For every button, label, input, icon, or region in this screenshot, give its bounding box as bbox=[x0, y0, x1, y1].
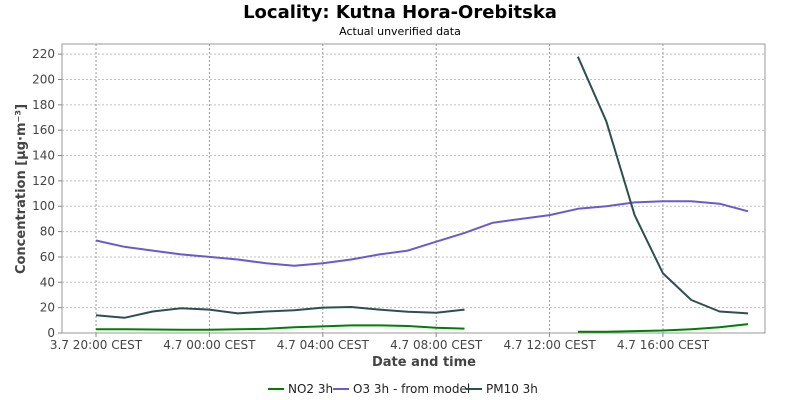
x-tick-label: 4.7 00:00 CEST bbox=[163, 338, 256, 352]
series-line-pm10 bbox=[576, 56, 749, 315]
x-axis-title: Date and time bbox=[372, 355, 476, 370]
y-tick-label: 200 bbox=[32, 72, 55, 86]
chart-title: Locality: Kutna Hora-Orebitska bbox=[243, 2, 557, 23]
y-tick-label: 100 bbox=[32, 199, 55, 213]
y-tick-label: 20 bbox=[40, 301, 55, 315]
y-tick-label: 140 bbox=[32, 149, 55, 163]
y-axis-title: Concentration [µg·m⁻³] bbox=[14, 104, 29, 274]
y-tick-label: 40 bbox=[40, 275, 55, 289]
y-tick-label: 60 bbox=[40, 250, 55, 264]
legend: NO2 3h O3 3h - from model PM10 3h bbox=[268, 382, 538, 396]
x-tick-label: 4.7 04:00 CEST bbox=[277, 338, 370, 352]
y-tick-label: 80 bbox=[40, 225, 55, 239]
y-tick-label: 0 bbox=[47, 326, 55, 340]
series-line-pm10 bbox=[95, 306, 465, 319]
x-tick-label: 4.7 08:00 CEST bbox=[390, 338, 483, 352]
plot-area: 0 20 40 60 80 100 120 140 160 180 200 220 3.7 20:00 … bbox=[32, 43, 766, 352]
y-tick-label: 220 bbox=[32, 47, 55, 61]
x-tick-label: 4.7 12:00 CEST bbox=[503, 338, 596, 352]
legend-label-pm10: PM10 3h bbox=[486, 382, 538, 396]
y-tick-label: 120 bbox=[32, 174, 55, 188]
chart-subtitle: Actual unverified data bbox=[339, 25, 461, 38]
series-line-o3 bbox=[95, 200, 749, 267]
series-line-no2 bbox=[577, 323, 749, 333]
y-tick-label: 180 bbox=[32, 98, 55, 112]
x-tick-label: 4.7 16:00 CEST bbox=[617, 338, 710, 352]
series-line-no2 bbox=[96, 324, 465, 331]
legend-label-no2: NO2 3h bbox=[288, 382, 333, 396]
plot-frame bbox=[61, 43, 766, 334]
legend-label-o3: O3 3h - from model bbox=[353, 382, 470, 396]
x-tick-label: 3.7 20:00 CEST bbox=[50, 338, 143, 352]
y-tick-label: 160 bbox=[32, 123, 55, 137]
